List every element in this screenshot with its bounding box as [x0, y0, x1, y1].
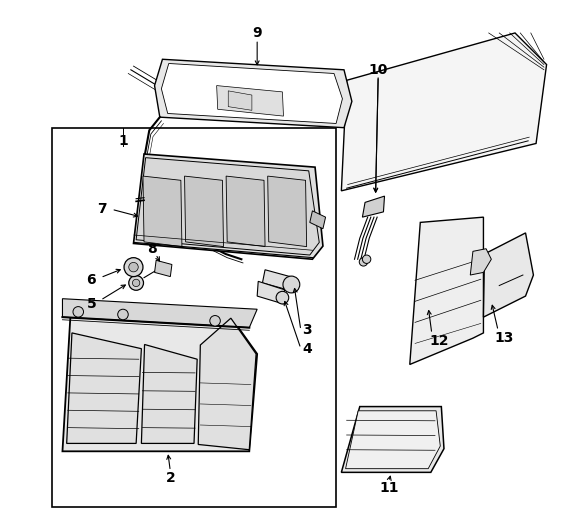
Circle shape — [132, 279, 140, 287]
Circle shape — [73, 307, 83, 317]
Text: 11: 11 — [379, 481, 399, 495]
Text: 2: 2 — [165, 471, 175, 485]
Polygon shape — [362, 196, 385, 217]
Polygon shape — [483, 233, 533, 317]
Polygon shape — [141, 344, 197, 443]
Circle shape — [210, 315, 220, 326]
Text: 7: 7 — [97, 202, 107, 216]
Text: 4: 4 — [302, 342, 312, 355]
Text: 8: 8 — [147, 242, 157, 256]
Polygon shape — [342, 407, 444, 472]
Text: 3: 3 — [302, 323, 312, 338]
Polygon shape — [410, 217, 483, 364]
Text: 12: 12 — [429, 334, 449, 348]
Polygon shape — [143, 176, 182, 247]
Text: 5: 5 — [86, 297, 96, 311]
Polygon shape — [262, 270, 294, 291]
Text: 1: 1 — [118, 134, 128, 148]
Polygon shape — [185, 176, 223, 247]
Polygon shape — [66, 333, 141, 443]
Polygon shape — [62, 317, 257, 451]
Polygon shape — [226, 176, 265, 247]
Polygon shape — [228, 91, 252, 111]
Polygon shape — [133, 154, 323, 259]
Text: 6: 6 — [86, 273, 96, 287]
Polygon shape — [257, 281, 285, 304]
Text: 13: 13 — [495, 331, 514, 345]
Polygon shape — [198, 318, 256, 450]
Polygon shape — [62, 299, 257, 327]
Circle shape — [362, 255, 371, 263]
Circle shape — [124, 258, 143, 277]
Polygon shape — [155, 260, 172, 277]
Polygon shape — [155, 59, 352, 127]
Polygon shape — [161, 63, 342, 123]
Circle shape — [276, 291, 289, 304]
Polygon shape — [268, 176, 306, 247]
Text: 10: 10 — [369, 63, 388, 77]
Text: 9: 9 — [252, 26, 262, 40]
Polygon shape — [216, 86, 283, 116]
Circle shape — [283, 276, 300, 293]
Polygon shape — [310, 211, 326, 229]
Circle shape — [118, 309, 128, 320]
Circle shape — [129, 262, 138, 272]
Circle shape — [129, 276, 143, 290]
Polygon shape — [470, 249, 492, 275]
Circle shape — [359, 258, 368, 266]
Bar — [52, 127, 336, 507]
Polygon shape — [136, 158, 319, 255]
Polygon shape — [346, 411, 440, 469]
Polygon shape — [342, 33, 547, 191]
